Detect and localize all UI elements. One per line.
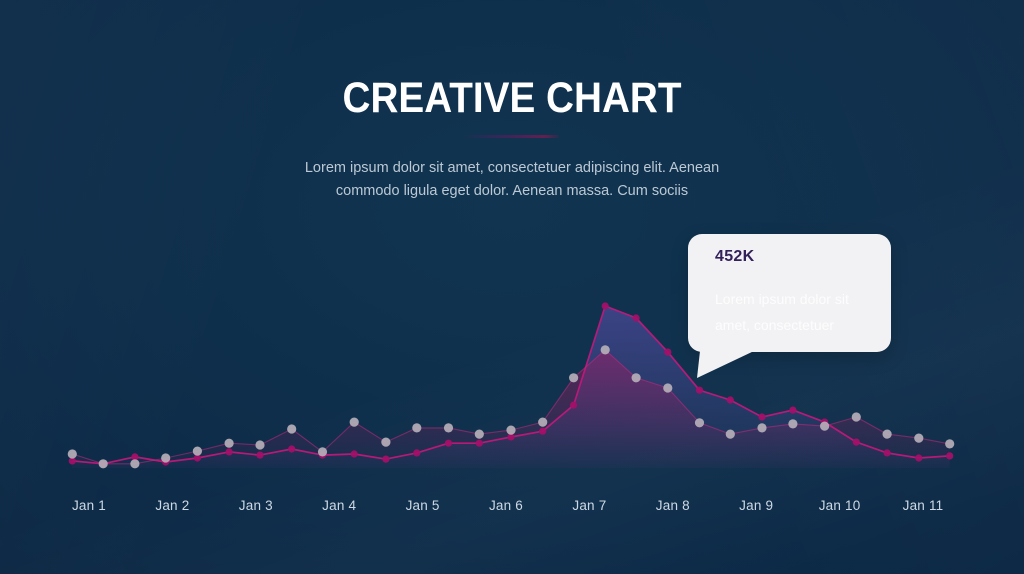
subtitle-line-1: Lorem ipsum dolor sit amet, consectetuer… bbox=[304, 160, 720, 176]
x-axis-label: Jan 8 bbox=[655, 498, 690, 513]
subtitle-line-2: commodo ligula eget dolor. Aenean massa.… bbox=[335, 183, 689, 199]
x-axis: Jan 1 Jan 2 Jan 3 Jan 4 Jan 5 Jan 6 Jan 7 Jan 8… bbox=[0, 498, 1024, 518]
callout-text-line-1: Lorem ipsum dolor sit bbox=[715, 291, 849, 307]
x-axis-label: Jan 7 bbox=[572, 498, 607, 513]
x-axis-label: Jan 10 bbox=[818, 498, 861, 513]
callout-text-line-2: amet, consectetuer bbox=[715, 317, 835, 333]
subtitle: Lorem ipsum dolor sit amet, consectetuer… bbox=[0, 157, 1024, 203]
x-axis-label: Jan 4 bbox=[322, 498, 357, 513]
page-title: CREATIVE CHART bbox=[342, 74, 682, 122]
title-divider bbox=[465, 135, 559, 138]
x-axis-label: Jan 11 bbox=[902, 498, 944, 513]
callout-tail bbox=[697, 351, 754, 378]
x-axis-label: Jan 3 bbox=[238, 498, 273, 513]
data-callout: 452K Lorem ipsum dolor sit amet, consect… bbox=[688, 234, 891, 378]
x-axis-label: Jan 9 bbox=[739, 498, 774, 513]
x-axis-label: Jan 6 bbox=[488, 498, 524, 513]
callout-text: Lorem ipsum dolor sit amet, consectetuer bbox=[715, 286, 849, 338]
callout-value: 452K bbox=[715, 248, 755, 265]
x-axis-label: Jan 5 bbox=[405, 498, 440, 513]
x-axis-label: Jan 2 bbox=[155, 498, 190, 513]
x-axis-label: Jan 1 bbox=[71, 498, 107, 513]
